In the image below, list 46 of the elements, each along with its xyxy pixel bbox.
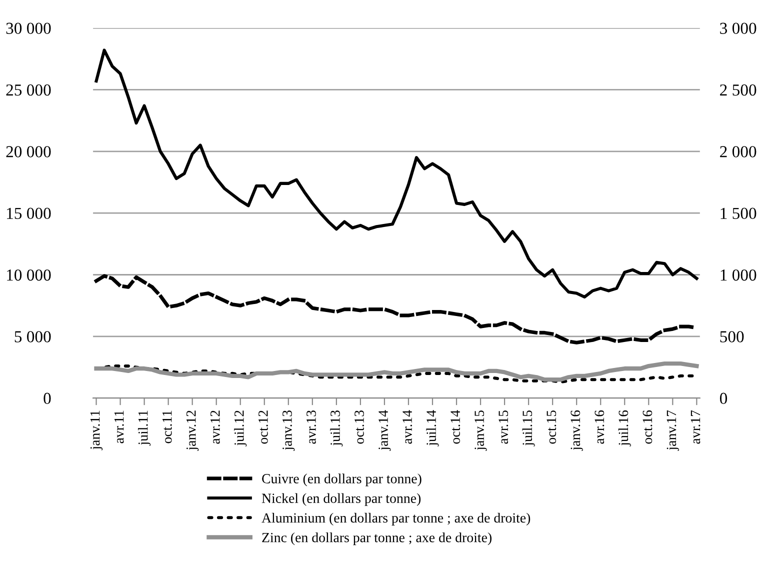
legend-label: Nickel (en dollars par tonne)	[262, 493, 421, 506]
legend-label: Aluminium (en dollars par tonne ; axe de droite)	[262, 512, 530, 526]
y2-tick-label: 2 000	[720, 146, 756, 158]
y2-tick-label: 3 000	[720, 22, 756, 34]
x-tick-label: janv.14	[378, 410, 391, 451]
x-tick-label: juil.11	[138, 410, 151, 446]
y-tick-label: 20 000	[6, 146, 51, 158]
legend-label: Zinc (en dollars par tonne ; axe de droite)	[262, 532, 492, 546]
y2-tick-label: 2 500	[720, 84, 756, 96]
y2-tick-label: 1 000	[720, 269, 756, 281]
line-series	[94, 48, 698, 298]
x-tick-label: janv.15	[474, 410, 487, 451]
x-tick-label: oct.14	[450, 410, 460, 444]
x-tick-label: juil.13	[330, 410, 343, 446]
x-tick-label: juil.12	[234, 410, 247, 446]
x-tick-label: avr.15	[498, 410, 508, 444]
y-tick-label: 25 000	[6, 84, 51, 96]
y-tick-label: 10 000	[7, 269, 51, 281]
y2-tick-label: 500	[720, 331, 744, 342]
y-tick-label: 30 000	[6, 22, 51, 34]
y2-tick-label: 0	[720, 392, 728, 404]
x-tick-label: oct.11	[162, 410, 172, 444]
x-tick-label: avr.13	[306, 410, 316, 444]
y2-tick-label: 1 500	[720, 208, 756, 220]
x-tick-label: oct.15	[546, 410, 556, 444]
x-tick-label: avr.14	[402, 410, 412, 444]
x-tick-label: janv.17	[666, 410, 679, 451]
x-tick-label: juil.15	[522, 410, 535, 446]
x-tick-label: oct.12	[258, 410, 268, 444]
x-tick-label: oct.16	[642, 410, 652, 444]
x-tick-label: avr.12	[210, 410, 220, 444]
y-tick-label: 5 000	[14, 331, 51, 342]
legend-label: Cuivre (en dollars par tonne)	[262, 474, 422, 486]
x-tick-label: juil.16	[618, 410, 631, 446]
x-tick-label: juil.14	[426, 410, 439, 446]
x-tick-label: avr.16	[594, 410, 604, 444]
x-tick-label: oct.13	[354, 410, 364, 444]
x-tick-label: avr.17	[690, 410, 700, 444]
x-tick-label: janv.11	[90, 410, 103, 450]
y-tick-label: 0	[44, 392, 51, 404]
line-series	[94, 361, 699, 382]
y-tick-label: 15 000	[7, 208, 51, 220]
x-tick-label: janv.13	[282, 410, 295, 451]
x-tick-label: janv.16	[570, 410, 583, 451]
x-tick-label: avr.11	[114, 410, 124, 444]
x-tick-label: janv.12	[186, 410, 199, 451]
